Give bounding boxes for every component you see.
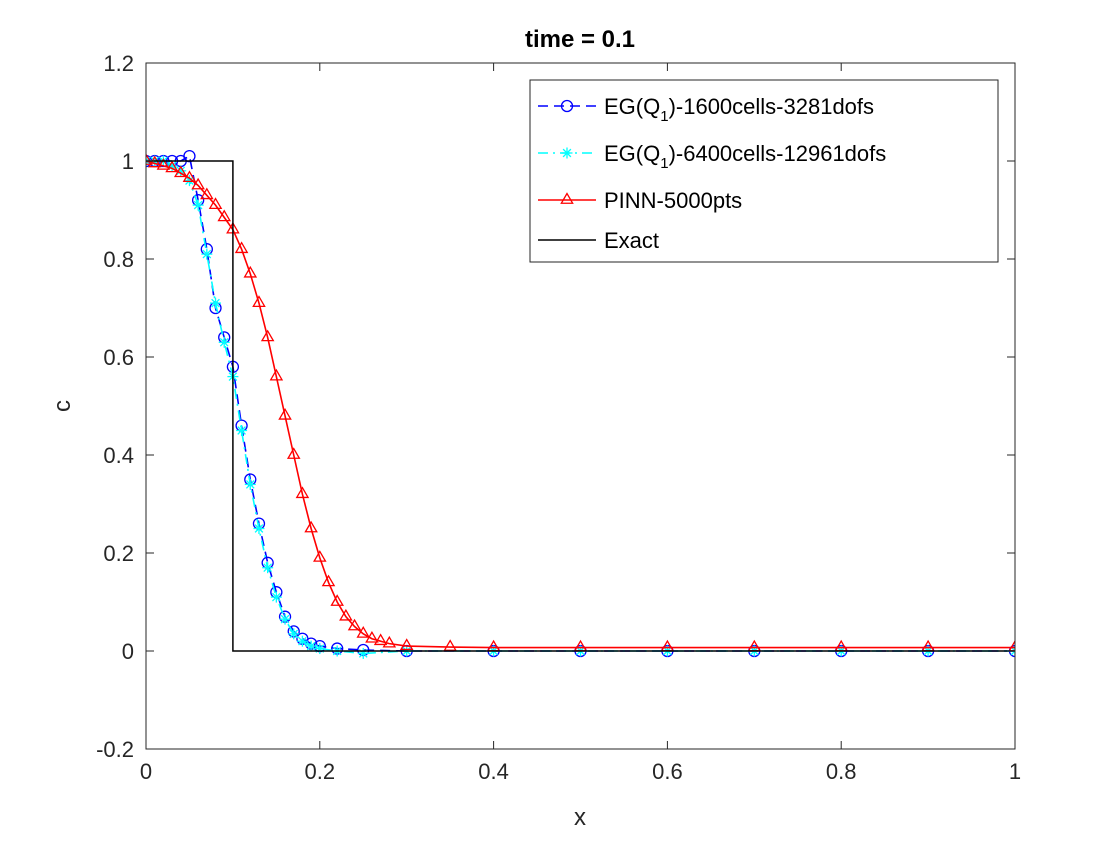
data-point xyxy=(217,209,231,222)
legend-entry: PINN-5000pts xyxy=(538,188,742,213)
data-point xyxy=(200,187,214,200)
data-point xyxy=(357,647,369,659)
x-tick-label: 0.6 xyxy=(652,759,683,784)
legend-marker xyxy=(560,99,574,113)
data-point xyxy=(314,643,326,655)
data-point xyxy=(218,336,230,348)
data-point xyxy=(253,523,265,534)
data-point xyxy=(321,574,336,587)
data-point xyxy=(147,155,162,168)
data-point xyxy=(305,640,317,652)
data-point xyxy=(260,329,275,342)
data-point xyxy=(182,170,197,183)
x-tick-label: 0 xyxy=(140,759,152,784)
data-point xyxy=(262,562,274,574)
data-point xyxy=(330,594,344,606)
data-point xyxy=(270,591,282,603)
data-point xyxy=(356,626,371,638)
data-point xyxy=(339,608,353,621)
legend: EG(Q1)-1600cells-3281dofs EG(Q1)-6400cell… xyxy=(529,79,999,263)
data-point xyxy=(191,177,205,190)
axes-box xyxy=(145,62,1016,750)
x-tick-label: 0.2 xyxy=(305,759,336,784)
series-4 xyxy=(146,160,1015,652)
data-point xyxy=(173,165,188,178)
y-tick-label: 0.2 xyxy=(103,541,134,566)
x-axis-label: x xyxy=(574,804,586,831)
legend-marker xyxy=(561,147,573,159)
legend-box xyxy=(529,79,999,263)
x-tick-label: 0.8 xyxy=(826,759,857,784)
data-point xyxy=(244,478,256,490)
y-tick-label: -0.2 xyxy=(96,737,134,762)
data-point xyxy=(146,153,153,165)
y-tick-label: 1 xyxy=(122,149,134,174)
data-point xyxy=(236,425,248,436)
data-point xyxy=(278,408,292,420)
x-tick-label: 0.4 xyxy=(478,759,509,784)
legend-entry: Exact xyxy=(538,228,659,253)
series-layer xyxy=(146,149,1015,659)
series-line xyxy=(146,160,1015,649)
data-point xyxy=(192,199,204,211)
data-point xyxy=(243,265,258,278)
data-point xyxy=(373,633,388,646)
data-point xyxy=(304,520,318,533)
data-point xyxy=(288,628,300,640)
data-point xyxy=(165,160,179,173)
data-point xyxy=(166,160,178,172)
data-point xyxy=(1008,639,1015,652)
data-point xyxy=(210,297,222,309)
legend-label: EG(Q1)-1600cells-3281dofs xyxy=(604,94,874,125)
data-point xyxy=(286,447,301,459)
data-point xyxy=(296,635,308,647)
data-point xyxy=(295,486,310,499)
chart-title: time = 0.1 xyxy=(525,26,635,53)
data-point xyxy=(347,618,362,631)
data-point xyxy=(382,635,397,648)
data-point xyxy=(252,295,266,308)
legend-label: PINN-5000pts xyxy=(604,188,742,213)
y-axis-label: c xyxy=(49,400,76,412)
y-tick-label: 0.8 xyxy=(103,247,134,272)
x-tick-label: 1 xyxy=(1009,759,1021,784)
legend-label: EG(Q1)-6400cells-12961dofs xyxy=(604,141,886,172)
data-point xyxy=(313,550,327,562)
tick-layer: 0 0.2 0.4 0.6 0.8 1-0.200.20.40.60.811.2 xyxy=(96,51,1021,784)
series-line xyxy=(146,160,1015,652)
data-point xyxy=(279,613,291,625)
legend-marker xyxy=(560,192,574,204)
data-point xyxy=(399,638,414,650)
legend-label: Exact xyxy=(604,228,659,253)
data-point xyxy=(201,248,213,260)
legend-entry: EG(Q1)-1600cells-3281dofs xyxy=(538,94,874,125)
y-tick-label: 0.6 xyxy=(103,345,134,370)
y-tick-label: 0.4 xyxy=(103,443,134,468)
data-point xyxy=(269,368,284,381)
data-point xyxy=(365,630,379,643)
y-tick-label: 1.2 xyxy=(103,51,134,76)
data-point xyxy=(234,241,249,254)
y-tick-label: 0 xyxy=(122,639,134,664)
data-point xyxy=(208,197,223,210)
data-point xyxy=(156,158,171,170)
legend-entry: EG(Q1)-6400cells-12961dofs xyxy=(538,141,886,172)
